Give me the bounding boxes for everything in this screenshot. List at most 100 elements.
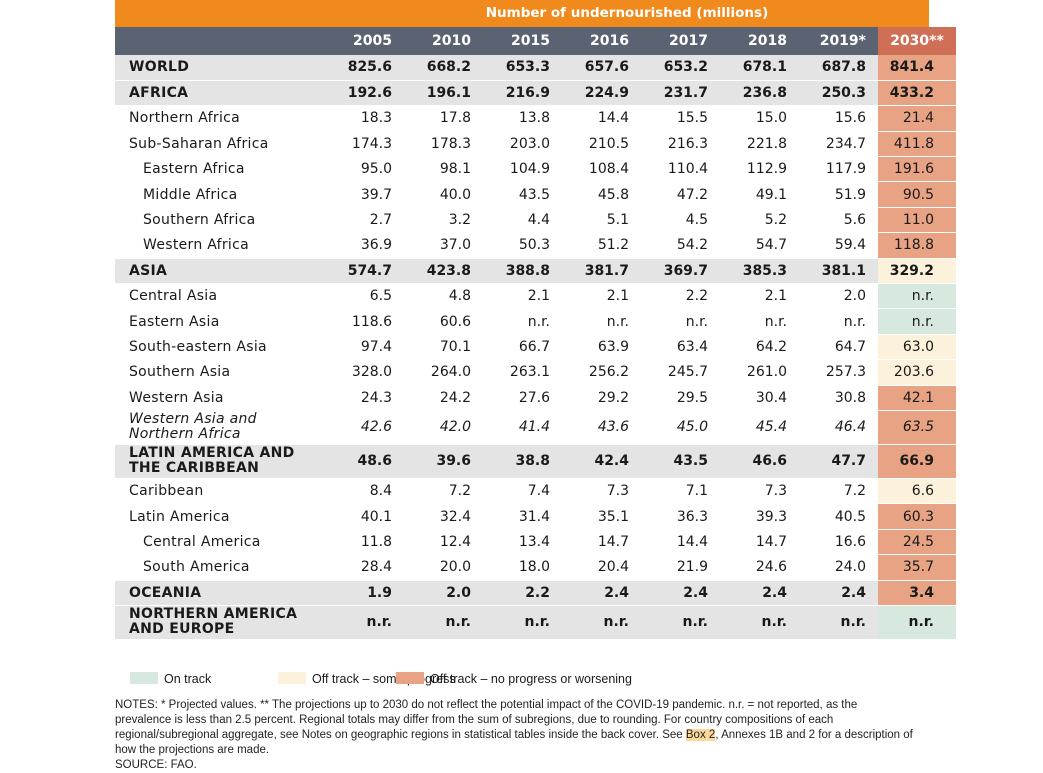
- value-cell: 16.6: [799, 529, 878, 556]
- value-cell: 36.9: [325, 232, 404, 259]
- region-name: Central Asia: [115, 283, 325, 310]
- table-row: OCEANIA 1.9 2.0 2.2 2.4 2.4 2.4 2.4 3.4: [115, 580, 956, 606]
- region-name: Eastern Africa: [115, 156, 325, 183]
- table-row: Latin America 40.1 32.4 31.4 35.1 36.3 39.3 40.…: [115, 503, 956, 530]
- projection-cell: n.r.: [878, 308, 956, 335]
- value-cell: 46.4: [799, 410, 878, 445]
- table-row: Central Asia 6.5 4.8 2.1 2.1 2.2 2.1 2.0 n.r.: [115, 283, 956, 310]
- projection-cell: 24.5: [878, 529, 956, 556]
- value-cell: 43.6: [562, 410, 641, 445]
- value-cell: 657.6: [562, 55, 641, 81]
- value-cell: 574.7: [325, 258, 404, 285]
- value-cell: 264.0: [404, 359, 483, 386]
- value-cell: 60.6: [404, 308, 483, 335]
- value-cell: n.r.: [720, 308, 799, 335]
- projection-cell: 60.3: [878, 503, 956, 530]
- value-cell: 31.4: [483, 503, 562, 530]
- value-cell: 112.9: [720, 156, 799, 183]
- value-cell: 32.4: [404, 503, 483, 530]
- value-cell: 63.9: [562, 334, 641, 361]
- value-cell: 117.9: [799, 156, 878, 183]
- value-cell: 2.4: [720, 580, 799, 606]
- legend-item-on-track: On track: [130, 672, 211, 686]
- projection-cell: 329.2: [878, 258, 956, 285]
- value-cell: 64.2: [720, 334, 799, 361]
- column-header-year: 2010: [432, 33, 471, 49]
- value-cell: 40.1: [325, 503, 404, 530]
- value-cell: 196.1: [404, 80, 483, 107]
- projection-cell: 841.4: [878, 55, 956, 81]
- value-cell: 6.5: [325, 283, 404, 310]
- value-cell: 257.3: [799, 359, 878, 386]
- value-cell: 261.0: [720, 359, 799, 386]
- value-cell: 369.7: [641, 258, 720, 285]
- value-cell: n.r.: [799, 308, 878, 335]
- value-cell: 49.1: [720, 181, 799, 208]
- value-cell: 13.8: [483, 105, 562, 132]
- value-cell: 2.1: [483, 283, 562, 310]
- column-header-row: 2005 2010 2015 2016 2017 2018 2019* 2030…: [115, 27, 956, 55]
- value-cell: 234.7: [799, 131, 878, 158]
- region-name: Western Asia and Northern Africa: [115, 410, 325, 445]
- value-cell: 7.1: [641, 478, 720, 505]
- table-row: Northern Africa 18.3 17.8 13.8 14.4 15.5 15.0 1…: [115, 105, 956, 132]
- value-cell: 38.8: [483, 444, 562, 479]
- projection-cell: 6.6: [878, 478, 956, 505]
- value-cell: 653.3: [483, 55, 562, 81]
- value-cell: n.r.: [562, 605, 641, 640]
- table-title: Number of undernourished (millions): [485, 5, 769, 21]
- table-row: Middle Africa 39.7 40.0 43.5 45.8 47.2 49.1 51.…: [115, 181, 956, 208]
- projection-cell: 118.8: [878, 232, 956, 259]
- value-cell: 18.0: [483, 554, 562, 581]
- table-row: LATIN AMERICA AND THE CARIBBEAN 48.6 39.6 3…: [115, 444, 956, 479]
- value-cell: 4.4: [483, 207, 562, 234]
- projection-cell: 63.0: [878, 334, 956, 361]
- table-row: Southern Asia 328.0 264.0 263.1 256.2 245.7 26…: [115, 359, 956, 386]
- value-cell: 2.1: [720, 283, 799, 310]
- value-cell: 221.8: [720, 131, 799, 158]
- table-row: South America 28.4 20.0 18.0 20.4 21.9 24.6 24.…: [115, 554, 956, 581]
- table-row: Western Asia and Northern Africa 42.6 42.0…: [115, 410, 956, 445]
- table-row: South-eastern Asia 97.4 70.1 66.7 63.9 63.4 64…: [115, 334, 956, 361]
- value-cell: 39.6: [404, 444, 483, 479]
- value-cell: n.r.: [483, 308, 562, 335]
- value-cell: 5.2: [720, 207, 799, 234]
- region-name: Middle Africa: [115, 181, 325, 208]
- projection-cell: n.r.: [878, 283, 956, 310]
- value-cell: n.r.: [562, 308, 641, 335]
- table-row: Western Asia 24.3 24.2 27.6 29.2 29.5 30.4 30.8…: [115, 385, 956, 411]
- column-header-year: 2016: [590, 33, 629, 49]
- value-cell: 36.3: [641, 503, 720, 530]
- region-name: Sub-Saharan Africa: [115, 131, 325, 158]
- value-cell: 224.9: [562, 80, 641, 107]
- legend-item-worsening: Off track – no progress or worsening: [396, 672, 632, 686]
- value-cell: 24.6: [720, 554, 799, 581]
- value-cell: 250.3: [799, 80, 878, 107]
- column-header-year: 2017: [669, 33, 708, 49]
- value-cell: 51.9: [799, 181, 878, 208]
- value-cell: n.r.: [483, 605, 562, 640]
- projection-cell: 90.5: [878, 181, 956, 208]
- value-cell: 43.5: [641, 444, 720, 479]
- value-cell: 825.6: [325, 55, 404, 81]
- column-header-year: 2005: [353, 33, 392, 49]
- projection-cell: 35.7: [878, 554, 956, 581]
- value-cell: 110.4: [641, 156, 720, 183]
- value-cell: 1.9: [325, 580, 404, 606]
- value-cell: 210.5: [562, 131, 641, 158]
- value-cell: 3.2: [404, 207, 483, 234]
- value-cell: 97.4: [325, 334, 404, 361]
- region-name: OCEANIA: [115, 580, 325, 606]
- value-cell: 30.8: [799, 385, 878, 411]
- column-header-year: 2019*: [819, 33, 866, 49]
- box-2-link[interactable]: Box 2: [685, 729, 716, 741]
- value-cell: 28.4: [325, 554, 404, 581]
- value-cell: 14.7: [562, 529, 641, 556]
- table-row: Central America 11.8 12.4 13.4 14.7 14.4 14.7 1…: [115, 529, 956, 556]
- legend-label: Off track – no progress or worsening: [430, 672, 632, 686]
- value-cell: 118.6: [325, 308, 404, 335]
- value-cell: 63.4: [641, 334, 720, 361]
- value-cell: 216.9: [483, 80, 562, 107]
- value-cell: 7.2: [404, 478, 483, 505]
- value-cell: 7.3: [720, 478, 799, 505]
